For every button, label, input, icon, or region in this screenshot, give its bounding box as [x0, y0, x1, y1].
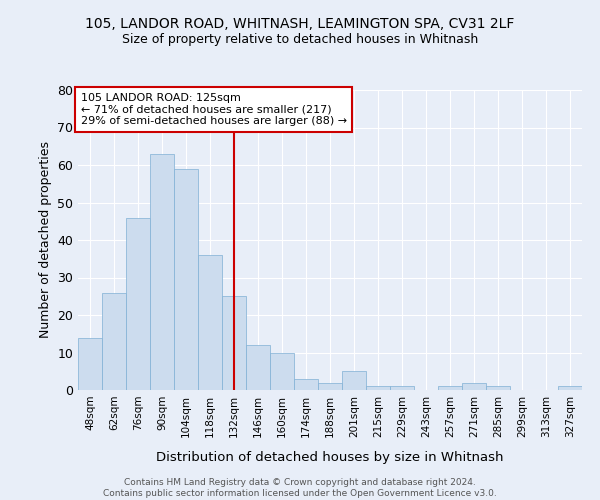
Bar: [102, 292, 126, 390]
Bar: [366, 386, 390, 390]
Bar: [270, 352, 294, 390]
Text: Contains HM Land Registry data © Crown copyright and database right 2024.
Contai: Contains HM Land Registry data © Crown c…: [103, 478, 497, 498]
Bar: [126, 218, 150, 390]
Bar: [198, 255, 222, 390]
Bar: [462, 382, 486, 390]
Bar: [318, 382, 342, 390]
Text: 105, LANDOR ROAD, WHITNASH, LEAMINGTON SPA, CV31 2LF: 105, LANDOR ROAD, WHITNASH, LEAMINGTON S…: [85, 18, 515, 32]
Bar: [78, 338, 102, 390]
Bar: [246, 345, 270, 390]
Bar: [486, 386, 510, 390]
Bar: [222, 296, 246, 390]
Text: 105 LANDOR ROAD: 125sqm
← 71% of detached houses are smaller (217)
29% of semi-d: 105 LANDOR ROAD: 125sqm ← 71% of detache…: [80, 93, 347, 126]
Text: Size of property relative to detached houses in Whitnash: Size of property relative to detached ho…: [122, 32, 478, 46]
Y-axis label: Number of detached properties: Number of detached properties: [38, 142, 52, 338]
Bar: [390, 386, 414, 390]
Bar: [342, 371, 366, 390]
Bar: [294, 379, 318, 390]
X-axis label: Distribution of detached houses by size in Whitnash: Distribution of detached houses by size …: [156, 451, 504, 464]
Bar: [438, 386, 462, 390]
Bar: [174, 169, 198, 390]
Bar: [558, 386, 582, 390]
Bar: [150, 154, 174, 390]
